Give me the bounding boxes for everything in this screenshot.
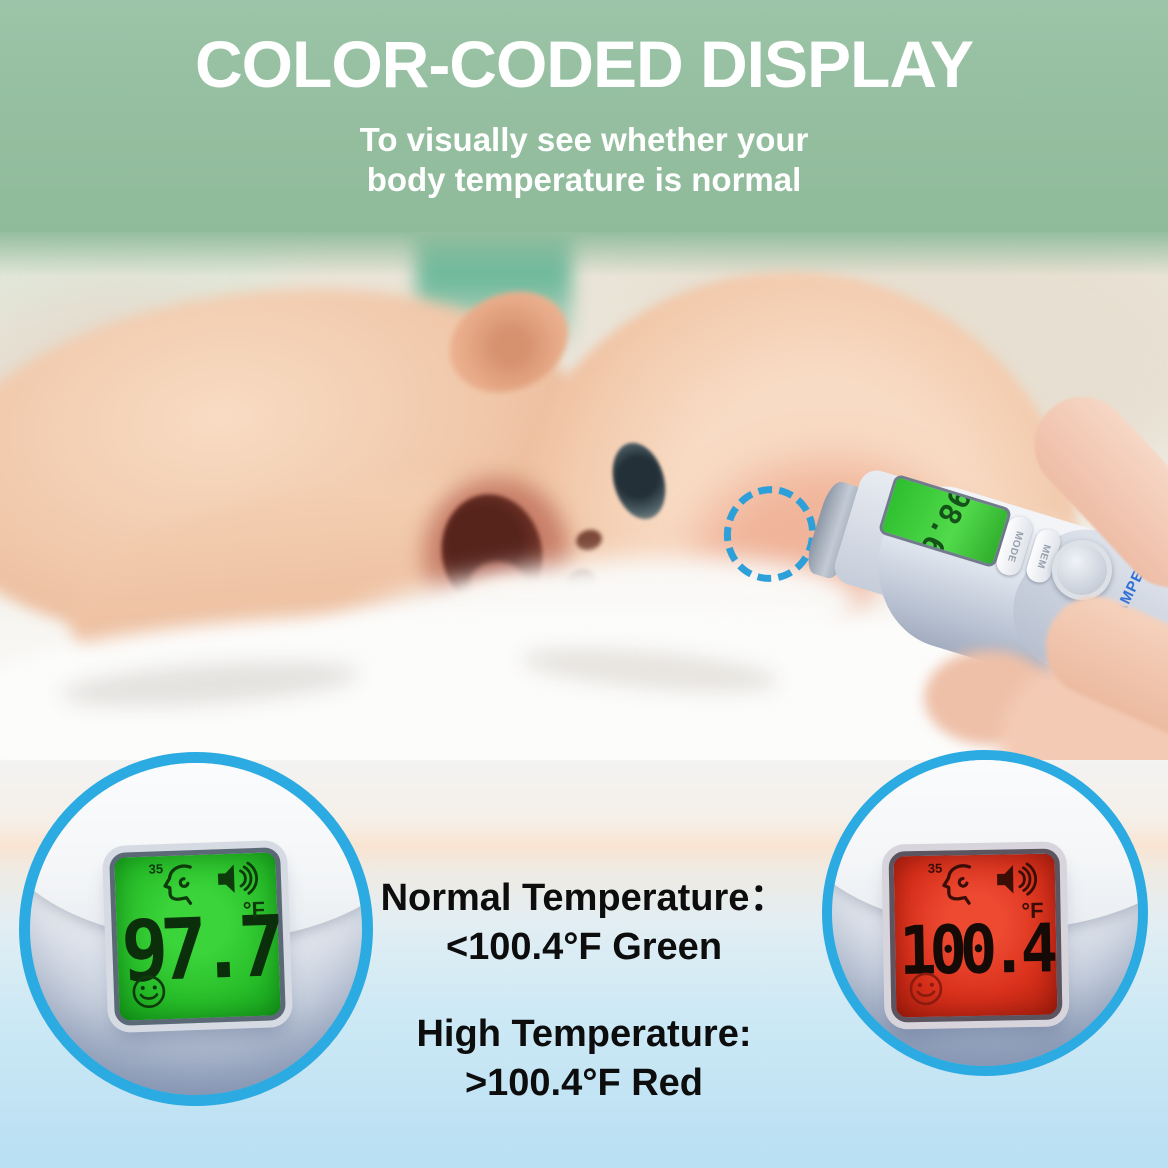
legend-section: 35 97.7 °F <box>0 750 1168 1168</box>
smiley-icon <box>130 973 167 1010</box>
high-temperature-legend: High Temperature: >100.4°F Red <box>284 1010 884 1108</box>
high-temperature-title: High Temperature: <box>416 1013 752 1055</box>
header-banner: COLOR-CODED DISPLAY To visually see whet… <box>0 0 1168 232</box>
lcd-status-icons: 35 <box>114 860 276 908</box>
high-temperature-value: >100.4°F Red <box>464 1062 704 1104</box>
speaker-icon <box>995 862 1038 897</box>
scan-button <box>1052 540 1112 600</box>
forehead-scan-icon: 35 <box>928 861 985 906</box>
subtitle-line-1: To visually see whether your <box>359 121 809 158</box>
lcd-screen-green: 35 97.7 °F <box>109 847 286 1026</box>
normal-temperature-legend: Normal Temperature： <100.4°F Green <box>284 874 884 972</box>
page-title: COLOR-CODED DISPLAY <box>195 27 974 101</box>
forehead-scan-icon: 35 <box>148 861 205 907</box>
lcd-status-icons: 35 <box>894 861 1056 907</box>
smiley-icon <box>908 971 945 1008</box>
baby-photo: 98.6 MODE MEM AMPE <box>0 232 1168 760</box>
unit-label: °F <box>1021 897 1044 924</box>
normal-display-closeup: 35 97.7 °F <box>19 752 373 1106</box>
subtitle-line-2: body temperature is normal <box>366 161 802 198</box>
high-display-closeup: 35 100.4 °F <box>822 750 1148 1076</box>
unit-label: °F <box>242 896 266 923</box>
speaker-icon <box>215 861 258 896</box>
normal-temperature-title: Normal Temperature： <box>380 877 788 919</box>
normal-temperature-value: <100.4°F Green <box>445 926 723 968</box>
lcd-screen-red: 35 100.4 °F <box>888 848 1063 1023</box>
